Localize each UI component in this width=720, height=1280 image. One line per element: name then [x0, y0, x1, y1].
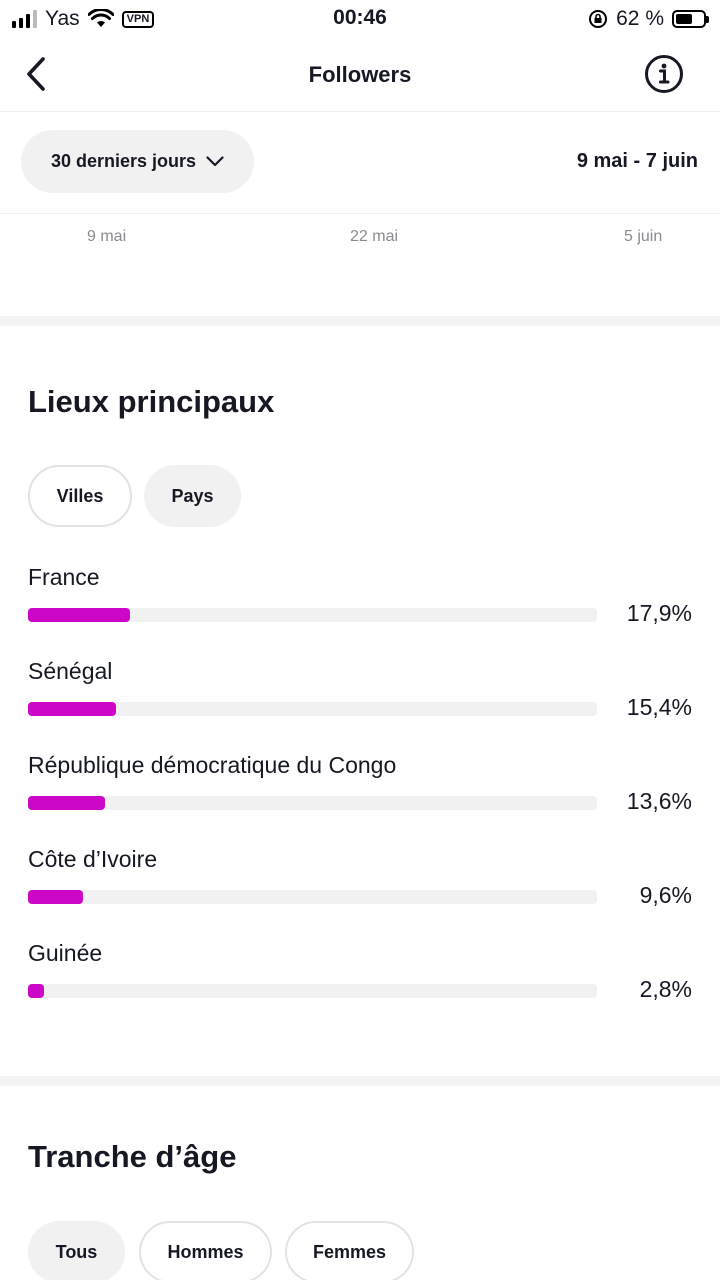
location-percent: 9,6% [639, 882, 692, 908]
location-bar-fill [28, 796, 105, 810]
location-bar-track [28, 796, 597, 810]
tab-hommes[interactable]: Hommes [139, 1221, 272, 1280]
date-range-dropdown-label: 30 derniers jours [50, 151, 197, 171]
info-icon [645, 55, 683, 93]
location-bar-fill [28, 702, 116, 716]
header: Followers [0, 40, 720, 112]
location-name: Guinée [28, 940, 103, 966]
location-item: Guinée 2,8% [28, 940, 698, 1034]
tab-pays[interactable]: Pays [144, 465, 241, 527]
location-name: Côte d’Ivoire [28, 846, 158, 872]
location-item: France 17,9% [28, 564, 698, 658]
location-percent: 13,6% [626, 788, 692, 814]
x-tick-label: 22 mai [350, 228, 399, 245]
section-divider [0, 316, 720, 326]
date-filter-row: 30 derniers jours 9 mai - 7 juin [0, 112, 720, 214]
chevron-left-icon [27, 57, 45, 91]
battery-percent: 62 % [616, 7, 664, 30]
location-bar-track [28, 608, 597, 622]
location-bar-track [28, 702, 597, 716]
x-tick-label: 5 juin [624, 228, 663, 245]
tab-femmes[interactable]: Femmes [285, 1221, 414, 1280]
status-time: 00:46 [333, 6, 387, 29]
section-divider [0, 1076, 720, 1086]
x-tick-label: 9 mai [87, 228, 127, 245]
wifi-icon [87, 9, 114, 27]
status-right: 62 % [588, 7, 709, 31]
location-item: Sénégal 15,4% [28, 658, 698, 752]
chart-x-axis: ⌄⌄ 9 mai 22 mai 5 juin [0, 210, 720, 314]
location-percent: 17,9% [626, 600, 692, 626]
carrier-name: Yas [45, 7, 80, 30]
location-percent: 15,4% [626, 694, 692, 720]
battery-icon [672, 10, 709, 28]
location-bar-track [28, 890, 597, 904]
location-percent: 2,8% [639, 976, 692, 1002]
location-bar-track [28, 984, 597, 998]
locations-title: Lieux principaux [28, 384, 275, 419]
date-range-dropdown[interactable]: 30 derniers jours [21, 130, 254, 193]
tab-tous[interactable]: Tous [28, 1221, 125, 1280]
location-item: Côte d’Ivoire 9,6% [28, 846, 698, 940]
location-bar-fill [28, 608, 130, 622]
location-bar-fill [28, 984, 44, 998]
location-name: République démocratique du Congo [28, 752, 397, 778]
tab-villes[interactable]: Villes [28, 465, 132, 527]
status-left: Yas VPN [12, 7, 155, 31]
location-name: France [28, 564, 100, 590]
page-title: Followers [308, 62, 412, 87]
y-axis-tick-clipped: ⌄⌄ [50, 208, 77, 218]
status-bar: Yas VPN 00:46 62 % [0, 0, 720, 40]
vpn-badge: VPN [121, 10, 155, 28]
location-name: Sénégal [28, 658, 113, 684]
age-title: Tranche d’âge [28, 1139, 237, 1174]
battery-fill [676, 14, 693, 24]
back-button[interactable] [18, 54, 54, 94]
signal-icon [12, 10, 37, 28]
rotation-lock-icon [589, 10, 608, 28]
date-range-text: 9 mai - 7 juin [576, 150, 698, 172]
location-bar-fill [28, 890, 83, 904]
location-item: République démocratique du Congo 13,6% [28, 752, 698, 846]
info-button[interactable] [644, 54, 684, 94]
chevron-down-icon [206, 156, 224, 167]
